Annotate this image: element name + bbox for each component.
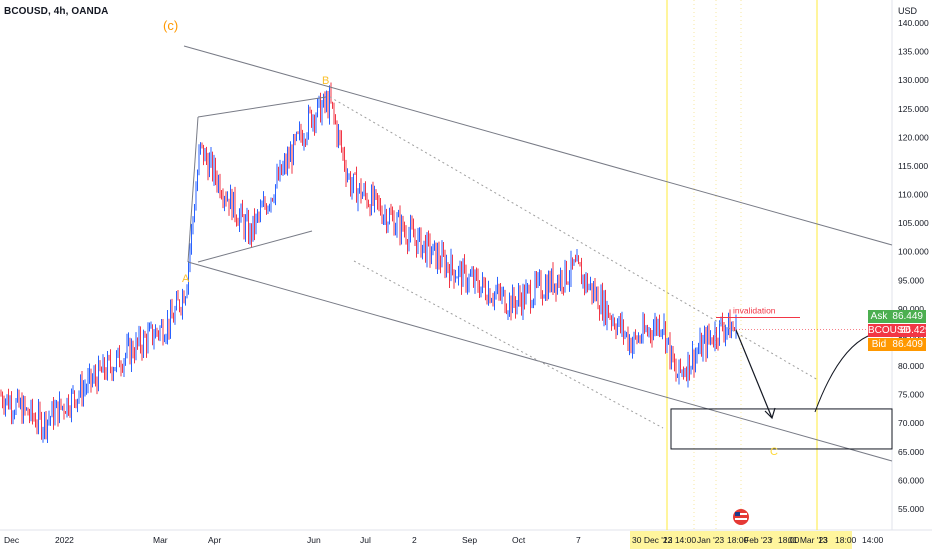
arrow-head-icon [764,407,776,420]
price-tick-label: 120.000 [898,132,929,142]
time-tick-label: 14:00 [862,535,884,545]
trend-line[interactable] [187,116,199,263]
interval-label[interactable]: 4h [53,6,66,17]
time-tick-label: Sep [462,535,477,545]
price-tick-label: 100.000 [898,247,929,257]
wave-label-b: B [322,75,329,87]
price-tick-label: 130.000 [898,75,929,85]
time-axis-highlight [630,531,852,549]
time-tick-label: 2 [412,535,417,545]
time-tick-label: 18:00 [835,535,857,545]
chart-title: BCOUSD, 4h, OANDA [4,6,109,17]
time-tick-label: 18:00 [778,535,800,545]
price-tick-label: 75.000 [898,390,924,400]
time-tick-label: 13 [818,535,828,545]
price-tick-label: 80.000 [898,361,924,371]
price-tick-label: 85.000 [898,332,924,342]
price-tick-label: 65.000 [898,447,924,457]
event-flag-icon[interactable] [733,509,749,525]
exchange-label: OANDA [71,6,109,17]
bid-price-tag: Bid 86.409 [868,338,926,351]
symbol-tag-value: 86.429 [900,325,931,336]
flag-stripe [735,518,747,520]
projection-arrow[interactable] [735,329,773,419]
price-tick-label: 95.000 [898,275,924,285]
time-tick-label: Feb '23 [744,535,772,545]
symbol-name[interactable]: BCOUSD [4,6,48,17]
symbol-tag-label: BCOUSD [868,325,911,336]
time-tick-label: Mar [153,535,168,545]
flag-canton [735,512,740,516]
wave-label-c-target: C [770,446,778,458]
price-tick-label: 70.000 [898,418,924,428]
time-tick-label: 7 [576,535,581,545]
ask-price-tag: Ask 86.449 [868,310,926,323]
price-tick-label: 110.000 [898,190,928,200]
wave-label-c-top: (c) [163,18,178,33]
invalidation-label: invalidation [733,305,776,315]
symbol-price-tag: BCOUSD 86.429 [868,324,931,337]
projection-curve[interactable] [814,335,869,413]
target-zone-box[interactable] [670,408,893,450]
dotted-channel-line[interactable] [329,96,819,381]
price-tag-bg [868,338,926,351]
trend-line[interactable] [197,96,327,118]
time-tick-label: Jan '23 [697,535,724,545]
trend-line[interactable] [183,45,893,246]
time-tick-label: r [770,535,773,545]
dotted-channel-line[interactable] [353,260,664,429]
time-tick-label: 30 Dec '22 [632,535,673,545]
price-tick-label: 125.000 [898,104,929,114]
time-tick-label: Oct [512,535,526,545]
price-tick-label: 115.000 [898,161,928,171]
bid-tag-label: Bid [871,339,887,350]
ask-tag-label: Ask [870,311,888,322]
price-tick-label: 55.000 [898,504,924,514]
time-tick-label: Apr [208,535,221,545]
time-tick-label: 01 Mar '23 [788,535,828,545]
time-tick-label: 18:00 [727,535,749,545]
time-tick-label: 2022 [55,535,74,545]
trend-line[interactable] [197,230,313,263]
price-tick-label: 105.000 [898,218,929,228]
time-tick-label: Jul [360,535,371,545]
time-tick-label: 13 14:00 [663,535,696,545]
price-tick-label: 140.000 [898,18,929,28]
price-axis-unit: USD [898,6,918,16]
price-tick-label: 90.000 [898,304,924,314]
wave-label-a: A [182,273,190,285]
bid-tag-value: 86.409 [892,339,923,350]
price-tick-label: 60.000 [898,475,924,485]
time-tick-label: Dec [4,535,20,545]
price-tag-bg [868,310,926,323]
price-tag-bg [868,324,926,337]
price-tick-label: 135.000 [898,47,929,57]
time-tick-label: Jun [307,535,321,545]
flag-stripe [735,513,747,515]
ask-tag-value: 86.449 [892,311,923,322]
